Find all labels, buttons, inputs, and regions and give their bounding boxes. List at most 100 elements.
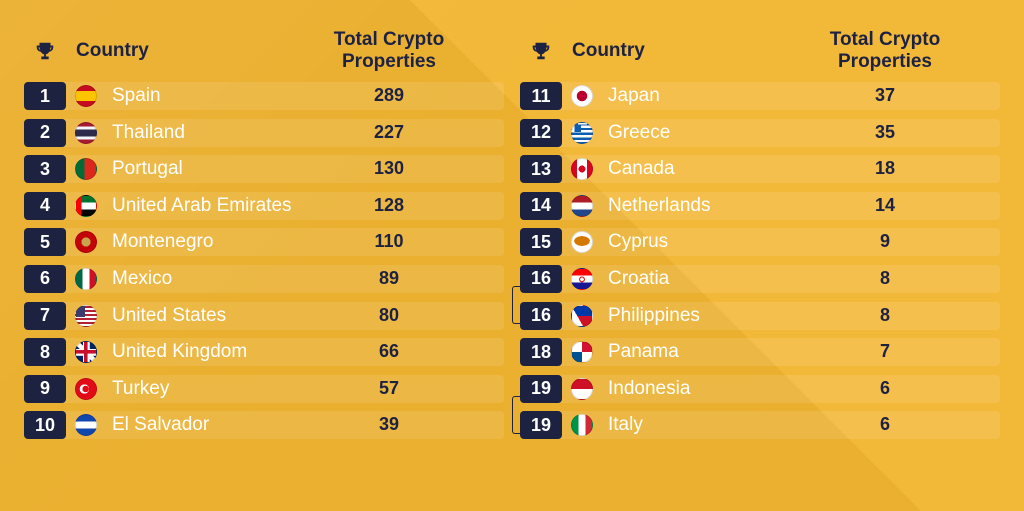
portugal-flag-icon [75, 158, 97, 181]
rank-badge: 7 [24, 301, 66, 330]
rank-badge: 5 [24, 228, 66, 257]
crypto-properties-value: 110 [374, 231, 404, 252]
philippines-flag-icon [571, 304, 593, 327]
canada-flag-icon [571, 158, 593, 181]
table-row: 18 Panama 7 [520, 338, 1000, 367]
header-country-label: Country [572, 40, 645, 61]
rank-badge: 3 [24, 155, 66, 184]
crypto-properties-value: 57 [378, 377, 400, 398]
uae-flag-icon [75, 194, 97, 217]
header-country-label: Country [76, 40, 149, 61]
rank-badge: 16 [520, 264, 562, 293]
rank-badge: 14 [520, 191, 562, 220]
table-row: 6 Mexico 89 [24, 264, 504, 293]
crypto-properties-value: 227 [373, 121, 405, 142]
crypto-properties-value: 6 [879, 414, 890, 435]
rank-badge: 11 [520, 82, 562, 110]
greece-flag-icon [571, 121, 593, 144]
cyprus-flag-icon [571, 231, 593, 254]
crypto-properties-value: 289 [373, 85, 405, 105]
rank-badge: 15 [520, 228, 562, 257]
table-row: 19 Indonesia 6 [520, 374, 1000, 403]
country-name: Japan [608, 85, 660, 106]
country-name: Montenegro [112, 231, 214, 253]
table-row: 14 Netherlands 14 [520, 191, 1000, 220]
header-total-label: Total Crypto Properties [829, 29, 941, 72]
trophy-icon [36, 42, 54, 60]
crypto-properties-value: 18 [874, 158, 896, 179]
spain-flag-icon [75, 85, 97, 107]
crypto-properties-value: 8 [879, 304, 890, 325]
crypto-properties-value: 89 [378, 267, 400, 288]
rank-badge: 19 [520, 411, 562, 440]
table-row: 2 Thailand 227 [24, 118, 504, 147]
japan-flag-icon [571, 85, 593, 107]
crypto-properties-value: 37 [874, 85, 896, 105]
montenegro-flag-icon [75, 231, 97, 254]
crypto-properties-value: 66 [378, 341, 400, 362]
mexico-flag-icon [75, 267, 97, 290]
table-row: 16 Croatia 8 [520, 264, 1000, 293]
uk-flag-icon [75, 341, 97, 364]
rank-badge: 13 [520, 155, 562, 184]
table-row: 19 Italy 6 [520, 411, 1000, 440]
rank-badge: 1 [24, 82, 66, 110]
rank-badge: 10 [24, 411, 66, 440]
country-name: United Kingdom [112, 341, 248, 363]
el-salvador-flag-icon [75, 414, 97, 437]
tie-bracket [512, 286, 521, 324]
usa-flag-icon [75, 304, 97, 327]
table-row: 10 El Salvador 39 [24, 411, 504, 440]
crypto-properties-value: 9 [879, 231, 890, 252]
crypto-properties-value: 80 [378, 304, 400, 325]
rank-badge: 18 [520, 338, 562, 367]
country-name: Canada [608, 158, 675, 180]
table-row: 4 United Arab Emirates 128 [24, 191, 504, 220]
rank-badge: 19 [520, 374, 562, 403]
country-name: Philippines [608, 304, 700, 326]
country-name: United Arab Emirates [112, 194, 292, 216]
table-row: 3 Portugal 130 [24, 155, 504, 184]
rank-badge: 16 [520, 301, 562, 330]
ranking-panel-left: Country Total Crypto Properties 1 Spain 28… [24, 26, 504, 448]
rank-badge: 2 [24, 118, 66, 147]
country-name: Spain [112, 85, 161, 106]
table-row: 16 Philippines 8 [520, 301, 1000, 330]
country-name: Croatia [608, 267, 670, 289]
table-row: 5 Montenegro 110 [24, 228, 504, 257]
panama-flag-icon [571, 341, 593, 364]
table-row: 9 Turkey 57 [24, 374, 504, 403]
country-name: Thailand [112, 121, 185, 143]
country-name: Italy [608, 414, 643, 436]
table-row: 1 Spain 289 [24, 82, 504, 110]
table-row: 11 Japan 37 [520, 82, 1000, 110]
table-row: 13 Canada 18 [520, 155, 1000, 184]
country-name: Mexico [112, 267, 173, 289]
country-name: Netherlands [608, 194, 711, 216]
crypto-properties-value: 6 [879, 377, 890, 398]
country-name: United States [112, 304, 227, 326]
netherlands-flag-icon [571, 194, 593, 217]
crypto-properties-value: 7 [879, 341, 890, 362]
rank-badge: 4 [24, 191, 66, 220]
tie-bracket [512, 396, 521, 434]
crypto-properties-value: 128 [373, 194, 405, 215]
country-name: Portugal [112, 158, 183, 180]
crypto-properties-value: 8 [879, 267, 890, 288]
rank-badge: 9 [24, 374, 66, 403]
trophy-icon [532, 42, 550, 60]
crypto-properties-value: 14 [874, 194, 896, 215]
crypto-properties-value: 35 [874, 121, 896, 142]
turkey-flag-icon [75, 377, 97, 400]
rank-badge: 8 [24, 338, 66, 367]
croatia-flag-icon [571, 267, 593, 290]
header-total-label: Total Crypto Properties [333, 29, 445, 72]
rank-badge: 12 [520, 118, 562, 147]
table-header: Country Total Crypto Properties [24, 26, 504, 82]
country-name: Turkey [112, 377, 170, 399]
table-row: 8 United Kingdom 66 [24, 338, 504, 367]
thailand-flag-icon [75, 121, 97, 144]
country-name: Greece [608, 121, 671, 143]
ranking-panel-right: Country Total Crypto Properties 11 Japan 3… [520, 26, 1000, 448]
table-row: 12 Greece 35 [520, 118, 1000, 147]
